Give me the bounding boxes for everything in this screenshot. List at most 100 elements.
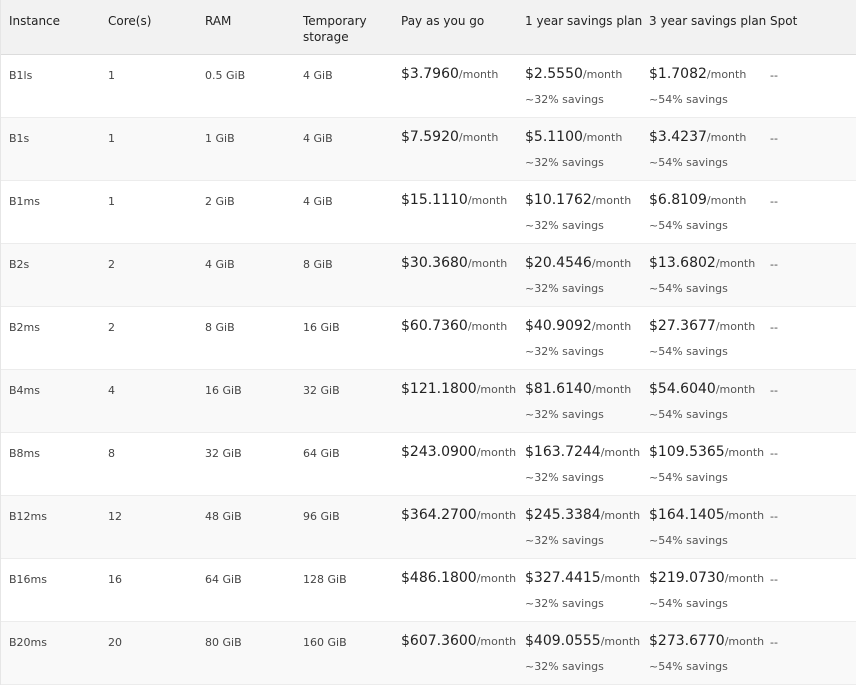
one-year-savings-note: ~32% savings [525, 282, 604, 295]
instance-name: B2ms [9, 321, 40, 334]
ram-value: 64 GiB [205, 573, 242, 586]
three-year-savings-note: ~54% savings [649, 156, 728, 169]
three-year-savings-note: ~54% savings [649, 282, 728, 295]
temporary-storage-value: 4 GiB [303, 69, 333, 82]
ram-value: 2 GiB [205, 195, 235, 208]
three-year-savings-note: ~54% savings [649, 219, 728, 232]
temporary-storage-value: 160 GiB [303, 636, 347, 649]
price-amount: $219.0730 [649, 570, 725, 586]
three-year-savings-note: ~54% savings [649, 534, 728, 547]
price-unit: /month [600, 635, 641, 648]
header-spot[interactable]: Spot [770, 14, 798, 28]
price-unit: /month [706, 68, 747, 81]
header-instance[interactable]: Instance [9, 14, 61, 28]
one-year-plan-price: $10.1762/month [525, 189, 631, 208]
one-year-plan-price: $20.4546/month [525, 252, 631, 271]
price-amount: $243.0900 [401, 444, 477, 460]
table-header: Instance Core(s) RAM Temporary storage P… [1, 0, 856, 55]
one-year-savings-note: ~32% savings [525, 219, 604, 232]
ram-value: 4 GiB [205, 258, 235, 271]
ram-value: 0.5 GiB [205, 69, 246, 82]
price-unit: /month [476, 635, 517, 648]
price-amount: $486.1800 [401, 570, 477, 586]
ram-value: 80 GiB [205, 636, 242, 649]
price-unit: /month [476, 446, 517, 459]
core-count: 2 [108, 321, 115, 334]
header-storage-line2: storage [303, 30, 349, 44]
three-year-savings-note: ~54% savings [649, 471, 728, 484]
price-unit: /month [467, 320, 508, 333]
ram-value: 32 GiB [205, 447, 242, 460]
three-year-plan-price: $54.6040/month [649, 378, 755, 397]
price-unit: /month [715, 383, 756, 396]
pay-as-you-go-price: $243.0900/month [401, 441, 516, 460]
core-count: 1 [108, 69, 115, 82]
three-year-plan-price: $1.7082/month [649, 63, 746, 82]
price-unit: /month [600, 572, 641, 585]
pay-as-you-go-price: $30.3680/month [401, 252, 507, 271]
price-unit: /month [467, 194, 508, 207]
three-year-plan-price: $3.4237/month [649, 126, 746, 145]
price-unit: /month [715, 257, 756, 270]
header-ram[interactable]: RAM [205, 14, 232, 28]
price-unit: /month [600, 509, 641, 522]
three-year-savings-note: ~54% savings [649, 345, 728, 358]
price-unit: /month [706, 194, 747, 207]
ram-value: 1 GiB [205, 132, 235, 145]
core-count: 1 [108, 195, 115, 208]
temporary-storage-value: 16 GiB [303, 321, 340, 334]
price-unit: /month [724, 572, 765, 585]
price-amount: $409.0555 [525, 633, 601, 649]
core-count: 8 [108, 447, 115, 460]
price-amount: $60.7360 [401, 318, 468, 334]
instance-name: B1s [9, 132, 30, 145]
temporary-storage-value: 128 GiB [303, 573, 347, 586]
one-year-savings-note: ~32% savings [525, 345, 604, 358]
price-amount: $273.6770 [649, 633, 725, 649]
header-1-year-savings-plan[interactable]: 1 year savings plan [525, 14, 643, 28]
price-unit: /month [706, 131, 747, 144]
header-3-year-savings-plan[interactable]: 3 year savings plan [649, 14, 767, 28]
price-unit: /month [591, 320, 632, 333]
temporary-storage-value: 64 GiB [303, 447, 340, 460]
header-pay-as-you-go[interactable]: Pay as you go [401, 14, 485, 28]
core-count: 1 [108, 132, 115, 145]
price-amount: $6.8109 [649, 192, 707, 208]
price-amount: $5.1100 [525, 129, 583, 145]
price-amount: $3.7960 [401, 66, 459, 82]
price-amount: $40.9092 [525, 318, 592, 334]
price-unit: /month [476, 383, 517, 396]
temporary-storage-value: 96 GiB [303, 510, 340, 523]
table-row: B4ms 4 16 GiB 32 GiB $121.1800/month $81.6140… [1, 370, 856, 433]
table-row: B16ms 16 64 GiB 128 GiB $486.1800/month $327.… [1, 559, 856, 622]
pay-as-you-go-price: $60.7360/month [401, 315, 507, 334]
one-year-savings-note: ~32% savings [525, 660, 604, 673]
one-year-savings-note: ~32% savings [525, 597, 604, 610]
price-unit: /month [591, 194, 632, 207]
spot-price: -- [770, 132, 778, 145]
three-year-plan-price: $219.0730/month [649, 567, 764, 586]
core-count: 12 [108, 510, 122, 523]
header-temporary-storage[interactable]: Temporary storage [303, 13, 367, 45]
price-amount: $607.3600 [401, 633, 477, 649]
price-amount: $163.7244 [525, 444, 601, 460]
price-unit: /month [724, 509, 765, 522]
pay-as-you-go-price: $364.2700/month [401, 504, 516, 523]
price-amount: $13.6802 [649, 255, 716, 271]
price-amount: $30.3680 [401, 255, 468, 271]
three-year-savings-note: ~54% savings [649, 408, 728, 421]
pay-as-you-go-price: $607.3600/month [401, 630, 516, 649]
three-year-plan-price: $6.8109/month [649, 189, 746, 208]
price-unit: /month [476, 509, 517, 522]
core-count: 16 [108, 573, 122, 586]
price-unit: /month [467, 257, 508, 270]
price-amount: $2.5550 [525, 66, 583, 82]
header-cores[interactable]: Core(s) [108, 14, 152, 28]
three-year-plan-price: $13.6802/month [649, 252, 755, 271]
table-row: B1ls 1 0.5 GiB 4 GiB $3.7960/month $2.5550/mo… [1, 55, 856, 118]
core-count: 4 [108, 384, 115, 397]
pay-as-you-go-price: $3.7960/month [401, 63, 498, 82]
price-amount: $7.5920 [401, 129, 459, 145]
price-amount: $27.3677 [649, 318, 716, 334]
